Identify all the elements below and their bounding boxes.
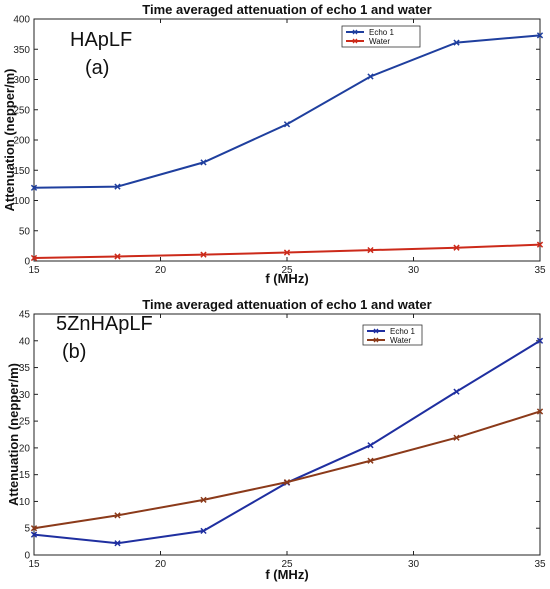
y-tick-label: 0 xyxy=(24,551,30,562)
x-tick-label: 20 xyxy=(155,265,167,276)
data-point xyxy=(200,496,207,503)
x-tick-label: 15 xyxy=(28,265,40,276)
data-point xyxy=(453,434,460,441)
data-point xyxy=(283,479,291,486)
x-tick-label: 15 xyxy=(28,559,40,570)
y-tick-label: 150 xyxy=(13,166,30,177)
panel-sample-name: HApLF xyxy=(70,29,132,51)
y-tick-label: 5 xyxy=(24,524,30,535)
y-tick-label: 250 xyxy=(13,105,30,116)
x-tick-label: 20 xyxy=(155,559,167,570)
chart-panel-1: Time averaged attenuation of echo 1 and … xyxy=(6,297,546,582)
y-tick-label: 10 xyxy=(19,497,31,508)
data-point xyxy=(283,121,291,128)
x-tick-label: 25 xyxy=(281,265,293,276)
y-tick-label: 350 xyxy=(13,45,30,56)
data-point xyxy=(453,39,460,46)
chart-title: Time averaged attenuation of echo 1 and … xyxy=(142,297,431,312)
data-point xyxy=(114,253,121,260)
data-point xyxy=(200,159,207,166)
x-tick-label: 35 xyxy=(534,559,546,570)
data-point xyxy=(367,457,374,464)
chart-panel-0: Time averaged attenuation of echo 1 and … xyxy=(2,2,546,286)
y-tick-label: 100 xyxy=(13,196,30,207)
y-tick-label: 0 xyxy=(24,257,30,268)
data-point xyxy=(30,184,38,191)
data-point xyxy=(453,388,460,395)
data-point xyxy=(30,525,38,532)
data-point xyxy=(536,241,544,248)
y-tick-label: 40 xyxy=(19,336,31,347)
legend-marker xyxy=(352,38,358,44)
y-tick-label: 20 xyxy=(19,443,31,454)
y-axis-label: Attenuation (nepper/m) xyxy=(6,363,21,506)
data-point xyxy=(30,531,38,538)
y-tick-label: 30 xyxy=(19,390,31,401)
x-tick-label: 35 xyxy=(534,265,546,276)
y-tick-label: 45 xyxy=(19,310,31,321)
data-point xyxy=(200,251,207,258)
data-point xyxy=(536,32,544,39)
chart-title: Time averaged attenuation of echo 1 and … xyxy=(142,2,431,17)
plot-frame xyxy=(33,18,541,262)
data-point xyxy=(367,442,374,449)
data-point xyxy=(367,246,374,254)
x-axis-label: f (MHz) xyxy=(265,271,308,286)
panel-tag: (a) xyxy=(85,57,109,79)
x-tick-label: 25 xyxy=(281,559,293,570)
y-tick-label: 50 xyxy=(19,226,31,237)
data-point xyxy=(200,527,207,535)
legend-entry-water: Water xyxy=(369,37,390,46)
y-tick-label: 400 xyxy=(13,15,30,26)
y-tick-label: 35 xyxy=(19,363,31,374)
y-tick-label: 200 xyxy=(13,136,30,147)
data-point xyxy=(536,408,544,415)
legend-entry-echo-1: Echo 1 xyxy=(369,28,394,37)
data-point xyxy=(114,512,121,519)
x-tick-label: 30 xyxy=(408,559,420,570)
data-point xyxy=(30,254,38,262)
data-point xyxy=(367,73,374,80)
legend-entry-water: Water xyxy=(390,336,411,345)
y-tick-label: 300 xyxy=(13,75,30,86)
x-axis-label: f (MHz) xyxy=(265,567,308,582)
legend-marker xyxy=(352,29,358,35)
y-tick-label: 25 xyxy=(19,417,31,428)
y-axis-label: Attenuation (nepper/m) xyxy=(2,69,17,212)
panel-tag: (b) xyxy=(62,341,86,363)
y-tick-label: 15 xyxy=(19,470,31,481)
panel-sample-name: 5ZnHApLF xyxy=(56,313,153,335)
x-tick-label: 30 xyxy=(408,265,420,276)
data-point xyxy=(283,249,291,256)
legend-entry-echo-1: Echo 1 xyxy=(390,327,415,336)
data-point xyxy=(114,540,121,547)
legend-marker xyxy=(373,328,379,334)
data-point xyxy=(114,183,121,190)
legend-marker xyxy=(373,337,379,343)
data-point xyxy=(453,244,460,251)
data-point xyxy=(536,337,544,344)
